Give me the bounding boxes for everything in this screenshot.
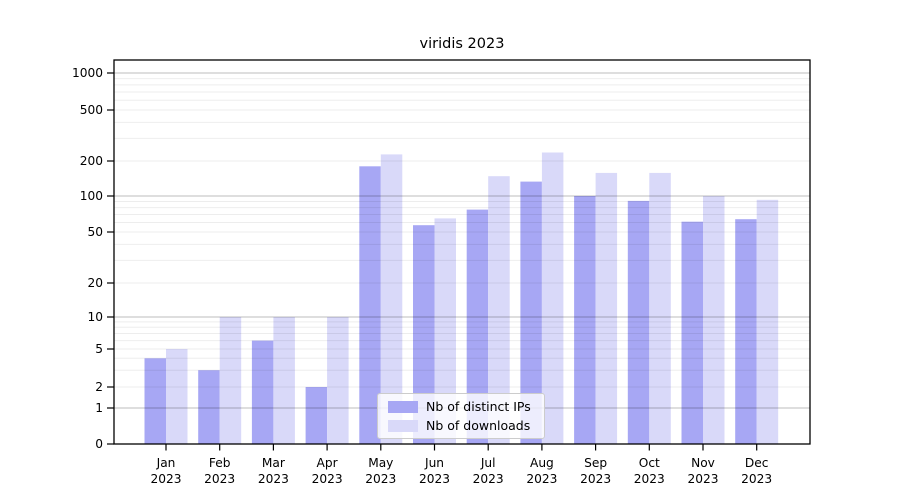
x-tick-label: Aug 2023 — [526, 456, 557, 486]
x-tick-label: Dec 2023 — [741, 456, 772, 486]
y-tick-label: 500 — [80, 103, 103, 117]
x-tick-label: May 2023 — [365, 456, 396, 486]
legend-label: Nb of downloads — [426, 418, 531, 433]
bar-downloads-jul — [488, 176, 510, 444]
y-tick-label: 200 — [80, 154, 103, 168]
bar-downloads-nov — [703, 196, 725, 444]
x-tick-label: Apr 2023 — [312, 456, 343, 486]
bar-ips-dec — [735, 219, 757, 444]
legend: Nb of distinct IPs Nb of downloads — [377, 393, 545, 439]
x-tick-label: Feb 2023 — [204, 456, 235, 486]
chart-title: viridis 2023 — [419, 36, 505, 52]
y-tick-label: 5 — [95, 342, 103, 356]
bar-ips-feb — [198, 370, 220, 444]
x-tick-label: Mar 2023 — [258, 456, 289, 486]
y-tick-label: 100 — [80, 189, 103, 203]
bar-downloads-jun — [434, 218, 456, 444]
bar-ips-mar — [251, 340, 274, 444]
bar-ips-apr — [305, 387, 328, 444]
bar-ips-may — [359, 166, 381, 445]
bar-ips-jun — [413, 225, 435, 444]
x-tick-label: Jan 2023 — [150, 456, 181, 486]
legend-swatch — [388, 400, 418, 413]
legend-item-distinct-ips: Nb of distinct IPs — [388, 398, 536, 415]
bar-ips-aug — [520, 181, 542, 444]
bar-ips-oct — [627, 200, 650, 444]
x-tick-label: Jun 2023 — [419, 456, 450, 486]
bar-downloads-jan — [166, 349, 188, 444]
y-tick-label: 50 — [87, 225, 103, 239]
bar-downloads-mar — [273, 317, 295, 444]
bar-downloads-may — [380, 154, 403, 444]
bar-downloads-aug — [541, 152, 564, 444]
y-tick-label: 0 — [95, 437, 103, 451]
x-tick-label: Nov 2023 — [687, 456, 718, 486]
x-tick-label: Sep 2023 — [580, 456, 611, 486]
legend-swatch — [388, 419, 418, 432]
bar-ips-nov — [681, 221, 703, 444]
bar-downloads-feb — [219, 317, 242, 444]
y-tick-label: 1000 — [72, 66, 103, 80]
y-tick-label: 20 — [87, 276, 103, 290]
y-tick-label: 10 — [87, 310, 103, 324]
x-tick-label: Oct 2023 — [634, 456, 665, 486]
bar-downloads-apr — [327, 317, 349, 444]
plot-spines — [113, 59, 811, 445]
bar-ips-sep — [574, 196, 596, 444]
legend-label: Nb of distinct IPs — [426, 399, 531, 414]
y-tick-label: 2 — [95, 380, 103, 394]
x-tick-label: Jul 2023 — [473, 456, 504, 486]
y-tick-label: 1 — [95, 401, 103, 415]
bar-downloads-dec — [756, 199, 779, 444]
bar-ips-jul — [466, 209, 489, 444]
bar-ips-jan — [144, 358, 166, 444]
legend-item-downloads: Nb of downloads — [388, 417, 536, 434]
bar-downloads-oct — [649, 172, 671, 444]
bar-downloads-sep — [595, 172, 618, 444]
